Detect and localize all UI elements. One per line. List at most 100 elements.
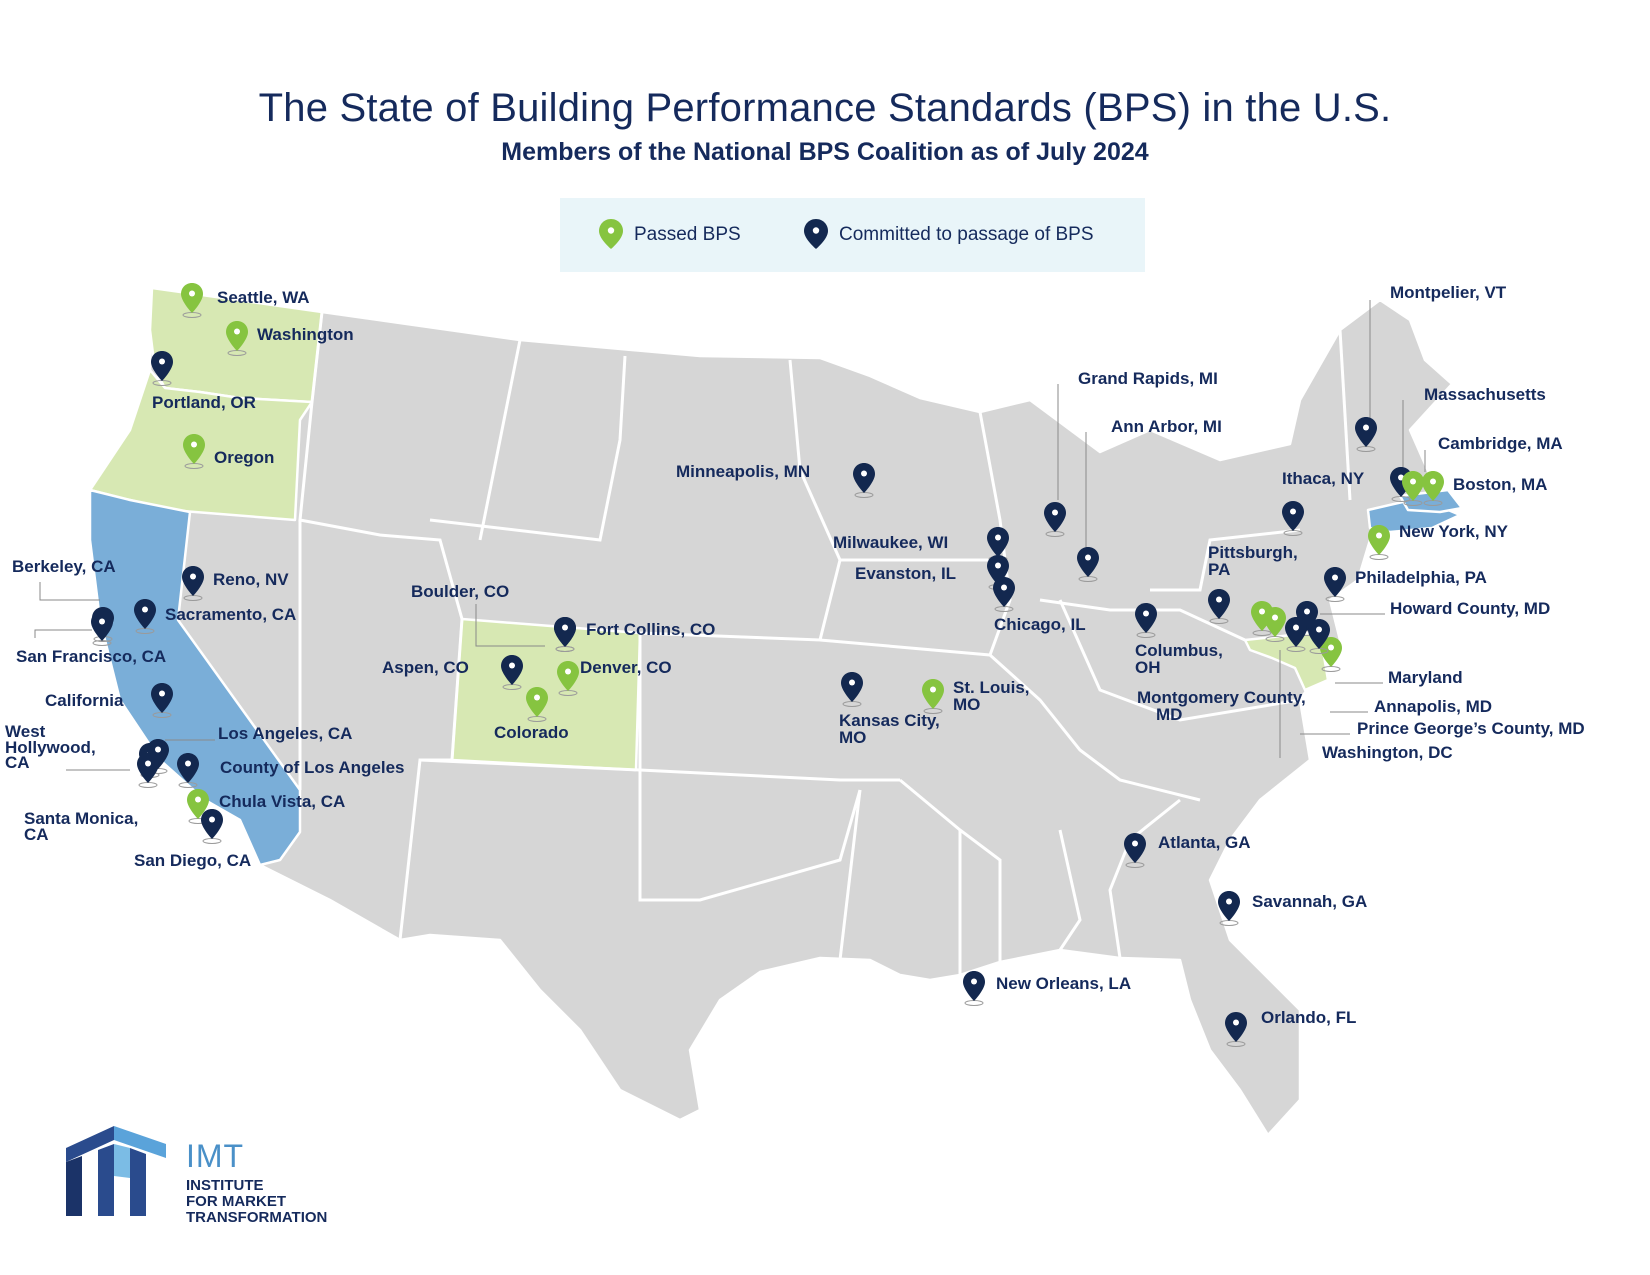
marker-label-columbus-oh-line-2: OH [1135, 658, 1161, 677]
marker-label-california: California [45, 691, 124, 710]
marker-label-los-angeles-ca: Los Angeles, CA [218, 724, 352, 743]
navy-pin-icon [134, 599, 156, 634]
legend-label-passed: Passed BPS [634, 224, 741, 245]
marker-label-ann-arbor-mi: Ann Arbor, MI [1111, 417, 1222, 436]
marker-label-boston-ma: Boston, MA [1453, 475, 1547, 494]
marker-label-cambridge-ma: Cambridge, MA [1438, 434, 1563, 453]
imt-logo: IMT INSTITUTE FOR MARKET TRANSFORMATION [66, 1118, 356, 1228]
marker-label-portland-or: Portland, OR [152, 393, 256, 412]
green-pin-icon [181, 283, 203, 318]
marker-label-aspen-co: Aspen, CO [382, 658, 469, 677]
marker-label-milwaukee-wi: Milwaukee, WI [833, 533, 948, 552]
marker-label-fort-collins-co: Fort Collins, CO [586, 620, 715, 639]
marker-label-orlando-fl: Orlando, FL [1261, 1008, 1356, 1027]
green-pin-icon [1264, 607, 1286, 642]
marker-label-annapolis-md: Annapolis, MD [1374, 697, 1492, 716]
page-subtitle: Members of the National BPS Coalition as… [501, 138, 1149, 166]
marker-label-prince-george-s-county-md: Prince George’s County, MD [1357, 719, 1585, 738]
marker-label-oregon: Oregon [214, 448, 274, 467]
marker-label-kansas-city-mo-line-1: Kansas City, [839, 711, 940, 730]
navy-pin-icon [182, 566, 204, 601]
marker-label-sacramento-ca: Sacramento, CA [165, 605, 296, 624]
navy-pin-icon [1124, 833, 1146, 868]
marker-label-montgomery-county-md-line-1: Montgomery County, [1137, 688, 1306, 707]
leader-line-boulder-co [475, 604, 545, 647]
marker-label-chula-vista-ca: Chula Vista, CA [219, 792, 345, 811]
navy-pin-icon [151, 351, 173, 386]
marker-label-west-hollywood-ca-line-2: Hollywood, [5, 738, 96, 757]
navy-pin-icon [1355, 417, 1377, 452]
marker-label-montpelier-vt: Montpelier, VT [1390, 283, 1507, 302]
marker-label-st-louis-mo-line-1: St. Louis, [953, 678, 1030, 697]
marker-label-santa-monica-ca-line-2: CA [24, 825, 49, 844]
marker-label-denver-co: Denver, CO [580, 658, 672, 677]
marker-label-evanston-il: Evanston, IL [855, 564, 956, 583]
green-pin-icon [922, 679, 944, 714]
navy-pin-icon [1285, 617, 1307, 652]
marker-label-berkeley-ca: Berkeley, CA [12, 557, 116, 576]
marker-label-kansas-city-mo-line-2: MO [839, 728, 866, 747]
marker-label-st-louis-mo-line-2: MO [953, 695, 980, 714]
marker-label-colorado: Colorado [494, 723, 569, 742]
marker-label-columbus-oh-line-1: Columbus, [1135, 641, 1223, 660]
marker-label-pittsburgh-pa-line-1: Pittsburgh, [1208, 543, 1298, 562]
navy-pin-icon [1324, 567, 1346, 602]
leader-line-san-francisco-ca [34, 629, 92, 638]
marker-label-washington-dc: Washington, DC [1322, 743, 1453, 762]
green-pin-icon [1422, 471, 1444, 506]
legend-label-committed: Committed to passage of BPS [839, 224, 1094, 245]
marker-label-county-of-los-angeles: County of Los Angeles [220, 758, 405, 777]
marker-label-pittsburgh-pa-line-2: PA [1208, 560, 1230, 579]
marker-label-santa-monica-ca-line-1: Santa Monica, [24, 809, 138, 828]
page-title: The State of Building Performance Standa… [258, 86, 1392, 130]
leader-lines [34, 300, 1426, 771]
legend-item-passed: Passed BPS [598, 218, 741, 252]
marker-label-ithaca-ny: Ithaca, NY [1282, 469, 1365, 488]
logo-line-2: FOR MARKET [186, 1193, 286, 1210]
us-landmass [88, 286, 1454, 1137]
green-pin-icon [1320, 637, 1342, 672]
green-pin-icon [1368, 525, 1390, 560]
navy-pin-icon [993, 577, 1015, 612]
navy-pin-icon [151, 683, 173, 718]
marker-label-savannah-ga: Savannah, GA [1252, 892, 1367, 911]
marker-label-minneapolis-mn: Minneapolis, MN [676, 462, 810, 481]
logo-abbreviation: IMT [186, 1138, 245, 1174]
navy-pin-icon [1044, 502, 1066, 537]
markers-layer [91, 283, 1444, 1047]
navy-pin-icon [963, 971, 985, 1006]
marker-label-new-york-ny: New York, NY [1399, 522, 1509, 541]
marker-label-new-orleans-la: New Orleans, LA [996, 974, 1131, 993]
marker-label-reno-nv: Reno, NV [213, 570, 289, 589]
navy-pin-icon [177, 753, 199, 788]
navy-pin-icon [1225, 1012, 1247, 1047]
marker-label-philadelphia-pa: Philadelphia, PA [1355, 568, 1487, 587]
marker-label-washington: Washington [257, 325, 354, 344]
legend-item-committed: Committed to passage of BPS [803, 218, 1094, 252]
legend: Passed BPS Committed to passage of BPS [560, 198, 1145, 272]
green-pin-icon [1402, 471, 1424, 506]
green-pin-icon [599, 219, 623, 249]
marker-label-montgomery-county-md-line-2: MD [1156, 705, 1182, 724]
marker-label-seattle-wa: Seattle, WA [217, 288, 310, 307]
leader-line-berkeley-ca [39, 582, 100, 601]
green-pin-icon [557, 661, 579, 696]
green-pin-icon [183, 434, 205, 469]
navy-pin-icon [1135, 603, 1157, 638]
marker-label-grand-rapids-mi: Grand Rapids, MI [1078, 369, 1218, 388]
navy-pin-icon [1208, 589, 1230, 624]
navy-pin-icon [201, 809, 223, 844]
navy-pin-icon [804, 219, 828, 249]
logo-line-3: TRANSFORMATION [186, 1209, 328, 1226]
labels-layer: Seattle, WA Washington Portland, OR Oregon B… [5, 283, 1585, 1027]
navy-pin-icon [1308, 619, 1330, 654]
marker-label-maryland: Maryland [1388, 668, 1463, 687]
navy-pin-icon [853, 463, 875, 498]
logo-line-1: INSTITUTE [186, 1177, 264, 1194]
navy-pin-icon [1077, 547, 1099, 582]
state-california [88, 488, 302, 867]
navy-pin-icon [501, 655, 523, 690]
navy-pin-icon [841, 672, 863, 707]
